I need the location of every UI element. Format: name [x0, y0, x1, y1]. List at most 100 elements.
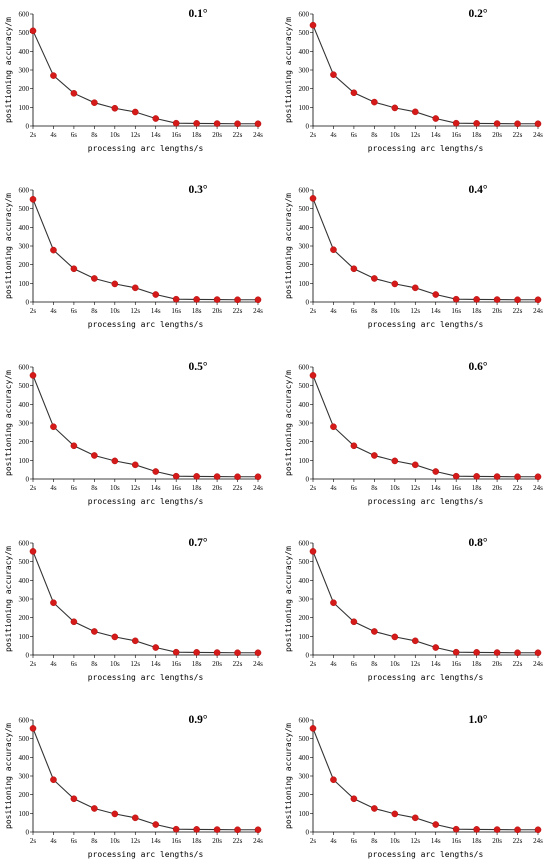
x-tick-label: 14s	[151, 307, 161, 315]
x-tick-label: 20s	[212, 837, 222, 845]
x-tick-label: 22s	[233, 484, 243, 492]
y-tick-label: 200	[299, 261, 310, 269]
data-point	[152, 821, 160, 828]
y-tick-label: 500	[299, 205, 310, 213]
panel-title: 0.8°	[469, 537, 488, 549]
y-tick-label: 200	[19, 85, 30, 93]
x-tick-label: 16s	[171, 484, 181, 492]
data-point	[391, 104, 399, 112]
panel-title: 0.4°	[469, 184, 488, 196]
data-point	[411, 284, 419, 292]
x-tick-label: 4s	[50, 484, 57, 492]
y-tick-label: 600	[19, 11, 30, 19]
series-line	[32, 375, 258, 478]
x-tick-label: 14s	[151, 837, 161, 845]
x-tick-label: 16s	[451, 660, 461, 668]
x-tick-label: 2s	[310, 660, 317, 668]
data-point	[29, 27, 37, 35]
data-point	[193, 649, 200, 656]
x-tick-label: 6s	[71, 131, 78, 139]
panel-title: 0.7°	[189, 537, 208, 549]
data-point	[193, 296, 200, 303]
y-tick-label: 200	[19, 261, 30, 269]
data-point	[309, 725, 317, 732]
data-point	[131, 461, 139, 469]
data-point	[432, 644, 440, 651]
x-tick-label: 8s	[371, 307, 378, 315]
x-tick-label: 2s	[30, 837, 37, 845]
data-point	[111, 457, 119, 465]
x-tick-label: 22s	[233, 131, 243, 139]
chart-panel-4: 0 100 200 300 400 500 600 2s 4s 6s 8s 10s 12s 14s 16s 1…	[284, 184, 543, 329]
data-point	[452, 119, 460, 127]
y-tick-label: 400	[19, 48, 30, 56]
x-tick-label: 2s	[310, 131, 317, 139]
data-point	[152, 115, 160, 122]
y-tick-label: 400	[19, 401, 30, 409]
y-tick-label: 200	[19, 614, 30, 622]
y-tick-label: 100	[299, 810, 310, 818]
data-point	[91, 99, 98, 106]
x-tick-label: 12s	[410, 131, 420, 139]
data-point	[391, 457, 399, 465]
data-point	[50, 599, 57, 607]
y-axis-title: positioning accuracy/m	[284, 546, 293, 652]
data-point	[111, 633, 119, 641]
data-point	[254, 473, 262, 481]
y-tick-label: 100	[19, 633, 30, 641]
data-point	[493, 296, 501, 303]
x-tick-label: 22s	[513, 307, 523, 315]
y-tick-label: 0	[306, 476, 310, 484]
y-tick-label: 300	[19, 773, 30, 781]
data-point	[391, 280, 399, 288]
data-point	[234, 473, 241, 481]
data-point	[493, 649, 501, 656]
x-tick-label: 24s	[533, 660, 543, 668]
x-tick-label: 14s	[431, 660, 441, 668]
y-tick-label: 600	[299, 540, 310, 548]
data-point	[330, 423, 337, 431]
x-tick-label: 22s	[233, 837, 243, 845]
y-tick-label: 400	[19, 224, 30, 232]
data-point	[350, 618, 358, 626]
x-tick-label: 22s	[233, 660, 243, 668]
y-tick-label: 300	[19, 596, 30, 604]
data-point	[371, 628, 378, 635]
data-point	[70, 795, 78, 803]
panel-title: 0.9°	[189, 714, 208, 726]
x-axis-title: processing arc lengths/s	[88, 673, 204, 682]
data-point	[111, 104, 119, 112]
chart-panel-2: 0 100 200 300 400 500 600 2s 4s 6s 8s 10s 12s 14s 16s 1…	[284, 8, 543, 153]
data-point	[131, 637, 139, 645]
x-tick-label: 12s	[410, 484, 420, 492]
data-point	[213, 296, 221, 303]
data-point	[330, 71, 337, 78]
y-tick-label: 600	[299, 364, 310, 372]
data-point	[213, 120, 221, 127]
x-tick-label: 10s	[390, 131, 400, 139]
data-point	[411, 461, 419, 469]
data-point	[172, 295, 180, 303]
x-tick-label: 18s	[472, 837, 482, 845]
panel-title: 1.0°	[469, 714, 488, 726]
y-tick-label: 400	[19, 754, 30, 762]
x-tick-label: 18s	[192, 837, 202, 845]
y-tick-label: 0	[26, 829, 30, 837]
x-tick-label: 24s	[533, 307, 543, 315]
x-tick-label: 20s	[492, 660, 502, 668]
x-tick-label: 24s	[253, 131, 263, 139]
x-tick-label: 10s	[110, 131, 120, 139]
x-axis-title: processing arc lengths/s	[368, 320, 484, 329]
y-tick-label: 500	[299, 29, 310, 37]
x-axis-title: processing arc lengths/s	[368, 673, 484, 682]
y-tick-label: 0	[306, 299, 310, 307]
x-tick-label: 10s	[390, 660, 400, 668]
data-point	[493, 473, 501, 480]
x-tick-label: 4s	[50, 307, 57, 315]
y-tick-label: 300	[19, 243, 30, 251]
data-point	[193, 826, 200, 833]
data-point	[234, 649, 241, 657]
x-tick-label: 6s	[71, 660, 78, 668]
data-point	[411, 108, 419, 116]
data-point	[432, 115, 440, 122]
